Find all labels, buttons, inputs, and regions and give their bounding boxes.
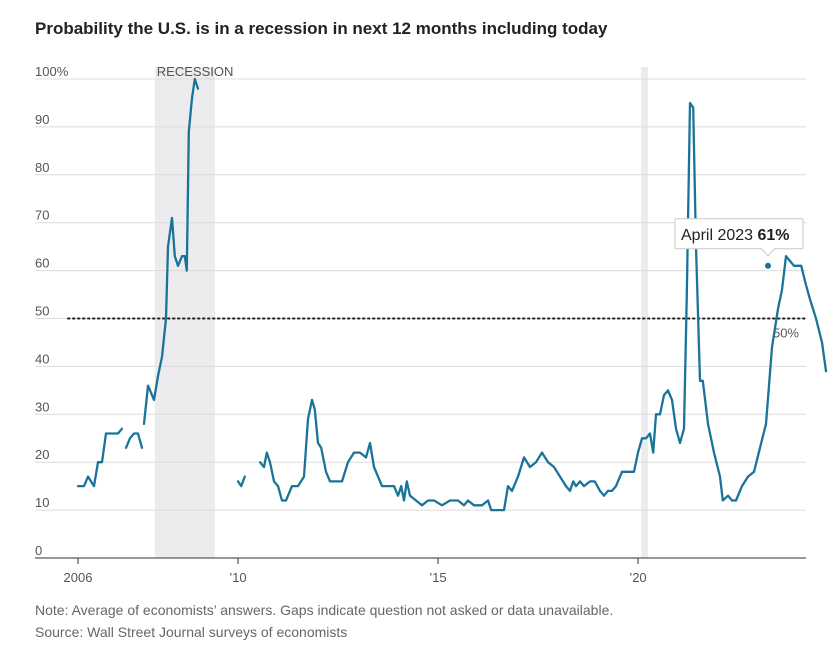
x-axis: 2006 ’10 ’15 ’20 bbox=[35, 557, 806, 585]
series-lines bbox=[76, 77, 828, 512]
series-segment bbox=[142, 77, 200, 426]
x-tick-label: ’15 bbox=[429, 570, 446, 585]
recession-label: RECESSION bbox=[157, 64, 234, 79]
annotation-group: April 2023 61% bbox=[674, 218, 804, 269]
annotation-point bbox=[765, 262, 771, 269]
annotation-label: April 2023 61% bbox=[681, 227, 790, 244]
y-tick-label: 10 bbox=[35, 495, 49, 510]
y-tick-label: 40 bbox=[35, 351, 49, 366]
recession-band bbox=[154, 67, 215, 558]
y-tick-label: 50 bbox=[35, 304, 49, 319]
recession-bands: RECESSION bbox=[154, 64, 648, 558]
y-tick-label: 60 bbox=[35, 256, 49, 271]
annotation-value: 61% bbox=[758, 227, 790, 244]
reference-line-group: 50% bbox=[67, 317, 807, 341]
series-segment bbox=[76, 427, 124, 488]
y-tick-label: 20 bbox=[35, 447, 49, 462]
annotation-box bbox=[674, 218, 804, 250]
x-tick-label: 2006 bbox=[64, 570, 93, 585]
reference-line-label: 50% bbox=[773, 326, 799, 341]
x-tick-label: ’20 bbox=[629, 570, 646, 585]
y-tick-label: 80 bbox=[35, 160, 49, 175]
y-tick-label: 0 bbox=[35, 543, 42, 558]
recession-band bbox=[641, 67, 648, 558]
footer-source: Source: Wall Street Journal surveys of e… bbox=[35, 624, 348, 640]
y-tick-label: 90 bbox=[35, 112, 49, 127]
y-tick-label: 100% bbox=[35, 64, 69, 79]
y-tick-label: 70 bbox=[35, 208, 49, 223]
x-tick-label: ’10 bbox=[229, 570, 246, 585]
annotation-pointer bbox=[760, 247, 776, 257]
footer-note: Note: Average of economists’ answers. Ga… bbox=[35, 602, 614, 618]
series-segment bbox=[258, 101, 828, 512]
series-segment bbox=[124, 432, 144, 449]
chart-title: Probability the U.S. is in a recession i… bbox=[35, 19, 608, 38]
y-tick-label: 30 bbox=[35, 399, 49, 414]
series-segment bbox=[236, 475, 246, 488]
